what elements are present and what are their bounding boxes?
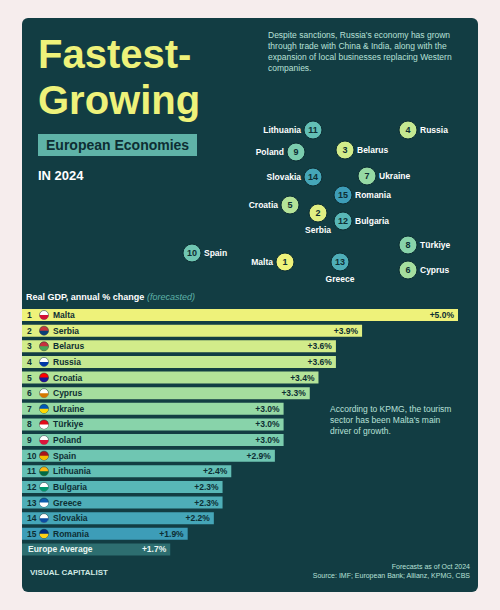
- svg-text:10: 10: [187, 248, 197, 258]
- svg-text:+2.3%: +2.3%: [194, 482, 219, 492]
- svg-text:Cyprus: Cyprus: [53, 388, 83, 398]
- svg-text:13: 13: [27, 498, 37, 508]
- svg-text:3: 3: [342, 145, 347, 155]
- svg-text:+2.3%: +2.3%: [194, 498, 219, 508]
- svg-text:9: 9: [27, 435, 32, 445]
- svg-text:Greece: Greece: [326, 274, 355, 284]
- svg-text:Russia: Russia: [420, 125, 448, 135]
- svg-text:3: 3: [27, 341, 32, 351]
- svg-text:Spain: Spain: [204, 248, 227, 258]
- svg-text:Bulgaria: Bulgaria: [53, 482, 87, 492]
- svg-text:11: 11: [27, 466, 36, 476]
- svg-text:Romania: Romania: [355, 190, 391, 200]
- svg-text:5: 5: [27, 373, 32, 383]
- html-text:VISUAL CAPITALIST: VISUAL CAPITALIST: [30, 568, 108, 577]
- svg-text:13: 13: [335, 257, 345, 267]
- svg-text:7: 7: [27, 404, 32, 414]
- svg-text:Türkiye: Türkiye: [53, 419, 84, 429]
- svg-text:1: 1: [27, 310, 32, 320]
- svg-text:Croatia: Croatia: [249, 200, 279, 210]
- svg-text:15: 15: [27, 529, 37, 539]
- svg-text:6: 6: [405, 265, 410, 275]
- svg-text:Türkiye: Türkiye: [420, 240, 451, 250]
- svg-text:+3.3%: +3.3%: [281, 388, 306, 398]
- svg-text:14: 14: [308, 172, 318, 182]
- html-text:Forecasts as of Oct 2024: Forecasts as of Oct 2024: [391, 563, 470, 570]
- svg-text:+3.9%: +3.9%: [334, 326, 359, 336]
- svg-text:12: 12: [338, 216, 348, 226]
- svg-text:+1.7%: +1.7%: [142, 544, 167, 554]
- svg-text:+3.6%: +3.6%: [308, 341, 333, 351]
- html-text:Growing: Growing: [38, 78, 201, 122]
- svg-text:+3.4%: +3.4%: [290, 373, 315, 383]
- svg-text:8: 8: [405, 240, 410, 250]
- html-text:Despite sanctions, Russia's ec: Despite sanctions, Russia's economy has …: [268, 30, 452, 73]
- svg-text:+1.9%: +1.9%: [159, 529, 184, 539]
- svg-text:Ukraine: Ukraine: [379, 171, 410, 181]
- svg-text:Malta: Malta: [53, 310, 75, 320]
- svg-text:Malta: Malta: [251, 257, 273, 267]
- svg-text:Lithuania: Lithuania: [263, 125, 301, 135]
- svg-text:Poland: Poland: [256, 147, 284, 157]
- svg-text:+3.6%: +3.6%: [308, 357, 333, 367]
- svg-text:Belarus: Belarus: [53, 341, 84, 351]
- svg-text:6: 6: [27, 388, 32, 398]
- svg-text:+3.0%: +3.0%: [255, 404, 280, 414]
- svg-text:Spain: Spain: [53, 451, 76, 461]
- svg-text:+2.2%: +2.2%: [185, 513, 210, 523]
- svg-text:11: 11: [308, 125, 318, 135]
- svg-text:7: 7: [364, 171, 369, 181]
- svg-text:14: 14: [27, 513, 37, 523]
- svg-text:Belarus: Belarus: [357, 145, 388, 155]
- svg-text:4: 4: [405, 125, 410, 135]
- svg-text:Bulgaria: Bulgaria: [355, 216, 389, 226]
- svg-text:+2.4%: +2.4%: [203, 466, 228, 476]
- svg-text:12: 12: [27, 482, 37, 492]
- html-text:Real GDP, annual % change (for: Real GDP, annual % change (forecasted): [26, 292, 195, 302]
- svg-text:Europe Average: Europe Average: [28, 544, 93, 554]
- svg-text:Slovakia: Slovakia: [53, 513, 88, 523]
- svg-text:15: 15: [338, 190, 348, 200]
- svg-text:9: 9: [293, 147, 298, 157]
- svg-text:+3.0%: +3.0%: [255, 419, 280, 429]
- svg-text:4: 4: [27, 357, 32, 367]
- svg-text:+3.0%: +3.0%: [255, 435, 280, 445]
- html-text:IN 2024: IN 2024: [38, 168, 84, 183]
- html-text:European Economies: European Economies: [46, 137, 190, 153]
- svg-text:8: 8: [27, 419, 32, 429]
- html-text:According to KPMG, the tourism: According to KPMG, the tourism sector ha…: [330, 404, 452, 436]
- svg-text:Serbia: Serbia: [305, 225, 331, 235]
- svg-text:Ukraine: Ukraine: [53, 404, 84, 414]
- svg-text:+2.9%: +2.9%: [247, 451, 272, 461]
- svg-text:1: 1: [282, 257, 287, 267]
- svg-text:Romania: Romania: [53, 529, 89, 539]
- svg-text:2: 2: [27, 326, 32, 336]
- svg-text:Greece: Greece: [53, 498, 82, 508]
- svg-text:Croatia: Croatia: [53, 373, 83, 383]
- svg-text:2: 2: [315, 208, 320, 218]
- html-text:Fastest-: Fastest-: [38, 32, 192, 76]
- svg-text:Slovakia: Slovakia: [267, 172, 302, 182]
- svg-text:Cyprus: Cyprus: [420, 265, 450, 275]
- svg-text:10: 10: [27, 451, 37, 461]
- svg-text:Lithuania: Lithuania: [53, 466, 91, 476]
- svg-text:5: 5: [287, 200, 292, 210]
- svg-text:Serbia: Serbia: [53, 326, 79, 336]
- svg-text:Poland: Poland: [53, 435, 81, 445]
- svg-text:Russia: Russia: [53, 357, 81, 367]
- html-text:Source: IMF; European Bank; Al: Source: IMF; European Bank; Allianz, KPM…: [312, 572, 470, 579]
- svg-text:+5.0%: +5.0%: [430, 310, 455, 320]
